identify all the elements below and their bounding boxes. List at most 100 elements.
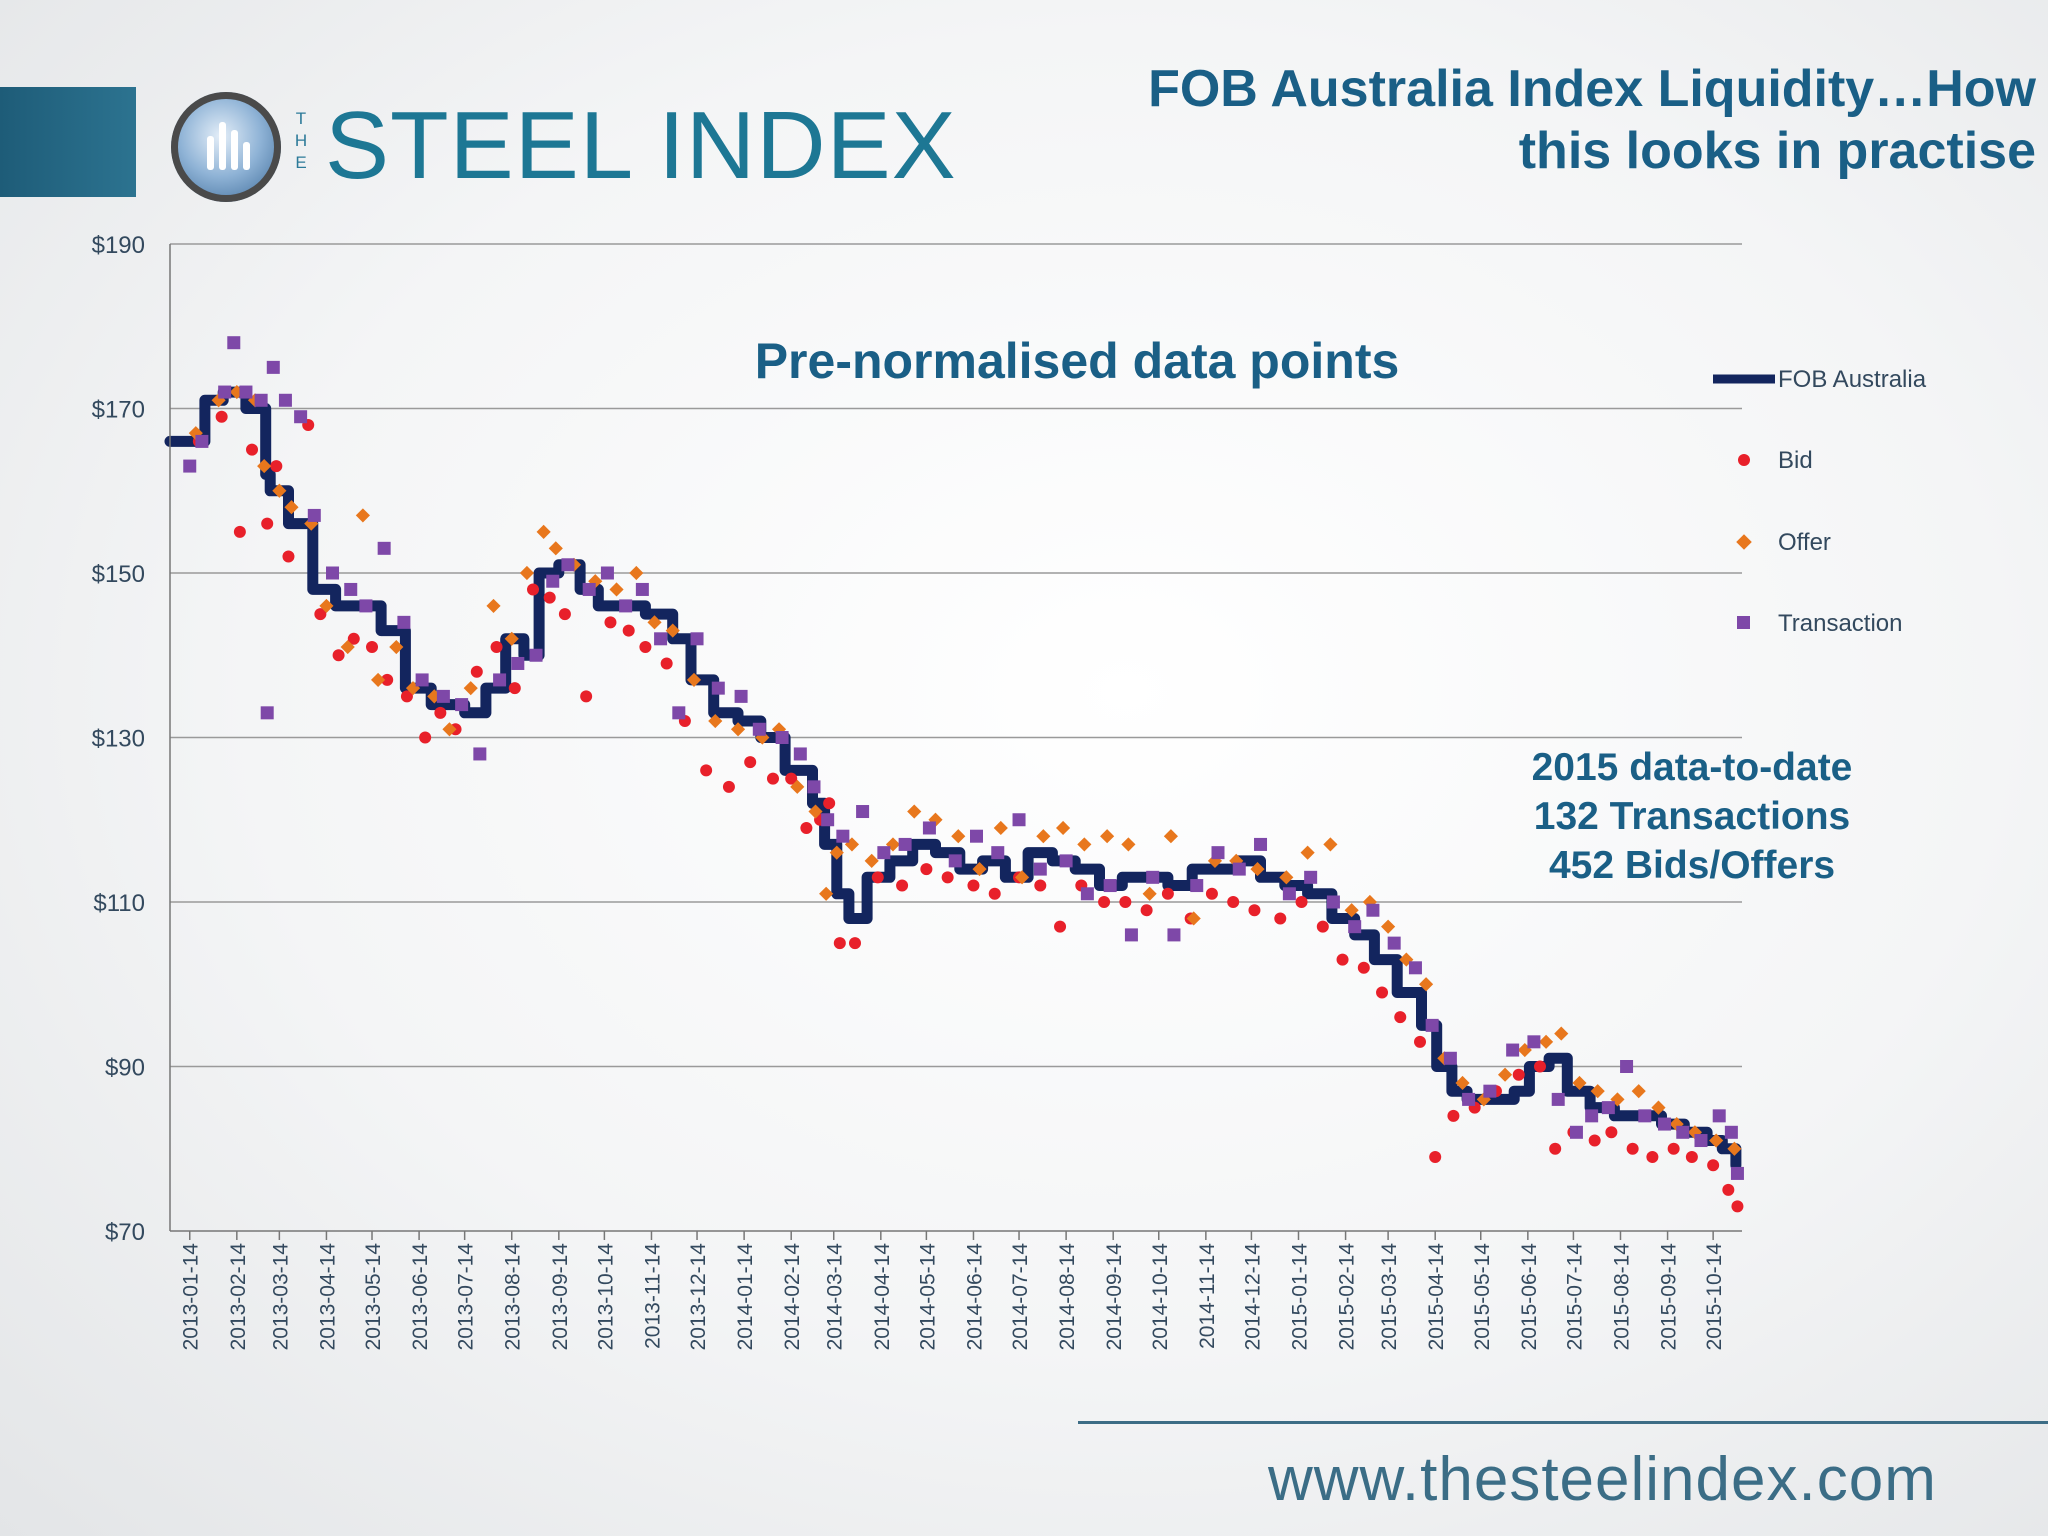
bid-point <box>490 641 503 654</box>
transaction-point <box>775 731 789 744</box>
logo-globe-icon <box>171 92 281 202</box>
transaction-point <box>635 582 649 596</box>
footer-url-link[interactable]: www.thesteelindex.com <box>1268 1445 1937 1514</box>
bid-point <box>1336 953 1349 966</box>
transaction-point <box>1676 1125 1690 1139</box>
bid-point <box>1626 1142 1639 1155</box>
offer-point <box>1279 870 1294 885</box>
bid-point <box>1533 1060 1546 1073</box>
bid-point <box>1588 1134 1601 1147</box>
transaction-point <box>239 385 253 399</box>
bid-point <box>660 657 673 670</box>
transaction-point <box>397 615 411 629</box>
x-tick-label: 2013-12-14 <box>687 1243 710 1351</box>
bid-point <box>270 460 283 473</box>
offer-point <box>1121 837 1136 852</box>
offer-point <box>972 862 987 877</box>
bid-point <box>871 871 884 884</box>
offer-point <box>486 598 501 613</box>
bid-point <box>1205 887 1218 900</box>
bid-point <box>1054 920 1067 933</box>
offer-point <box>1077 837 1092 852</box>
transaction-point <box>922 821 936 835</box>
x-tick-label: 2013-07-14 <box>455 1243 478 1351</box>
legend-label-transaction: Transaction <box>1778 610 1903 637</box>
transaction-point <box>1387 936 1401 950</box>
bid-point <box>1098 896 1111 908</box>
steel-index-logo[interactable]: THE STEEL INDEX <box>165 82 956 212</box>
x-tick-label: 2015-06-14 <box>1518 1243 1541 1351</box>
offer-point <box>1631 1084 1646 1099</box>
transaction-point <box>1232 862 1246 876</box>
transaction-point <box>1620 1060 1634 1073</box>
transaction-point <box>1658 1117 1672 1131</box>
bid-point <box>1295 896 1308 908</box>
bid-point <box>1034 879 1047 892</box>
offer-point <box>1100 829 1115 844</box>
stats-annotation: 2015 data-to-date 132 Transactions 452 B… <box>1532 746 1853 887</box>
transaction-point <box>836 829 850 843</box>
legend-label-bid: Bid <box>1778 447 1813 474</box>
bid-point <box>261 517 274 530</box>
offer-point <box>686 672 702 687</box>
transaction-point <box>1585 1109 1599 1123</box>
transaction-point <box>1190 879 1204 893</box>
bid-point <box>722 780 735 793</box>
bid-point <box>400 690 413 703</box>
x-tick-label: 2014-02-14 <box>781 1243 804 1351</box>
transaction-point <box>600 566 614 580</box>
x-tick-label: 2013-05-14 <box>362 1243 385 1351</box>
y-axis-labels: $70 $90 $110 $130 $150 $170 $190 <box>92 232 145 1246</box>
offer-point <box>1381 919 1396 934</box>
x-tick-label: 2014-06-14 <box>963 1243 986 1351</box>
annotation-line-3: 452 Bids/Offers <box>1549 844 1835 887</box>
bid-point <box>470 665 483 678</box>
x-tick-label: 2014-08-14 <box>1056 1243 1079 1351</box>
x-tick-label: 2014-03-14 <box>824 1243 847 1351</box>
bid-point <box>639 641 652 654</box>
chart-title: Pre-normalised data points <box>755 333 1400 389</box>
x-tick-label: 2013-02-14 <box>227 1243 250 1351</box>
transaction-point <box>455 698 469 712</box>
fob-australia-line <box>164 386 1742 1171</box>
logo-the: THE <box>294 109 308 172</box>
offer-point <box>389 639 404 655</box>
x-axis-labels: 2013-01-14 2013-02-14 2013-03-14 2013-04-14… <box>180 1231 1726 1350</box>
transaction-series <box>183 336 1744 1180</box>
transaction-point <box>326 566 340 580</box>
offer-point <box>1036 829 1051 844</box>
transaction-point <box>1724 1125 1738 1139</box>
axes <box>169 244 1742 1232</box>
transaction-point <box>1551 1092 1565 1106</box>
bid-point <box>1227 896 1240 908</box>
y-tick-label: $170 <box>92 397 145 424</box>
x-tick-label: 2014-11-14 <box>1196 1243 1219 1349</box>
bid-point <box>347 632 360 645</box>
transaction-point <box>1326 895 1340 909</box>
x-tick-label: 2015-01-14 <box>1288 1243 1311 1351</box>
transaction-point <box>561 558 575 572</box>
transaction-point <box>294 410 308 424</box>
offer-point <box>548 541 563 556</box>
bid-point <box>1248 904 1261 917</box>
transaction-point <box>672 706 686 720</box>
transaction-point <box>377 541 391 555</box>
bid-point <box>1274 912 1287 925</box>
bid-point <box>1646 1150 1659 1163</box>
bid-point <box>1731 1200 1744 1213</box>
transaction-point <box>970 829 984 843</box>
offer-point <box>665 623 680 638</box>
bid-point <box>1316 920 1329 933</box>
x-tick-label: 2013-01-14 <box>180 1243 203 1351</box>
transaction-point <box>752 722 766 736</box>
offer-point <box>1455 1075 1470 1091</box>
transaction-point <box>278 393 292 407</box>
bid-point <box>833 937 846 950</box>
logo-name: STEEL INDEX <box>325 92 957 199</box>
offer-point <box>272 483 287 498</box>
bid-point <box>622 624 635 637</box>
bid-point <box>381 673 394 686</box>
transaction-point <box>266 360 280 374</box>
offer-point <box>371 672 386 687</box>
transaction-point <box>821 813 835 827</box>
